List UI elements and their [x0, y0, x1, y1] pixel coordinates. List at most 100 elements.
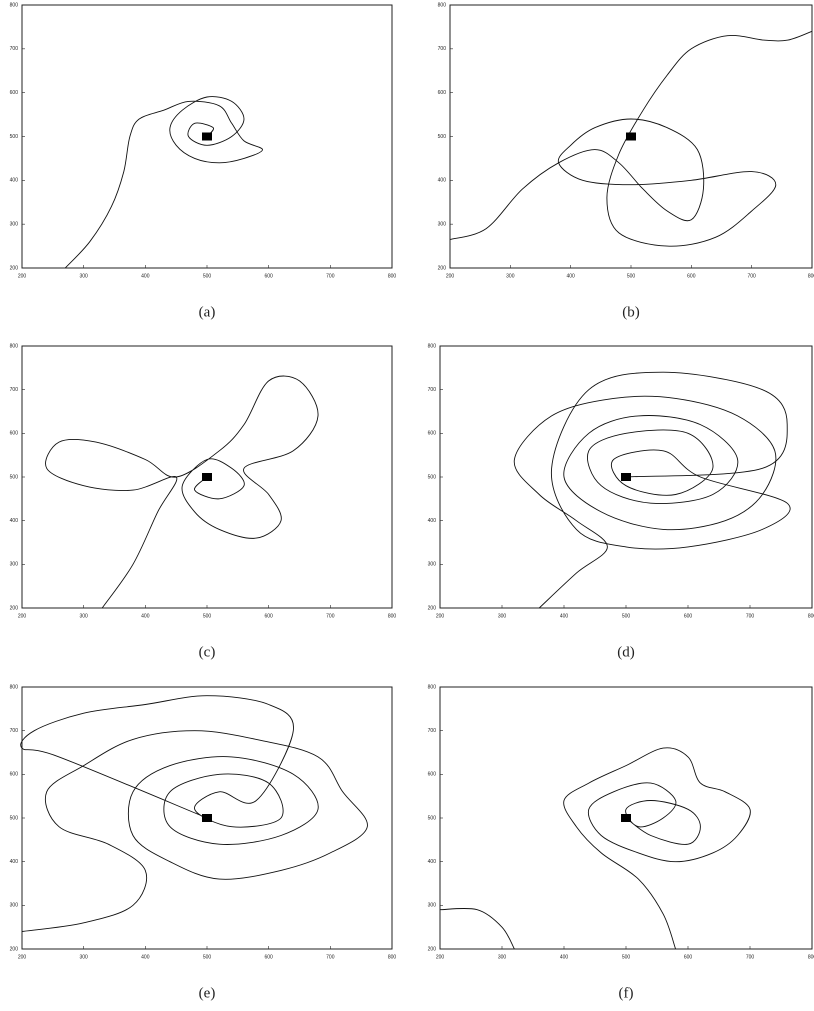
- plot: 200 300 400 500 600 700 800 200 300 400 500 600 700 8…: [438, 2, 814, 320]
- y-tick-label: 500: [428, 474, 437, 480]
- x-tick-label: 700: [326, 613, 335, 619]
- y-tick-label: 600: [10, 90, 19, 96]
- y-tick-label: 700: [10, 728, 19, 734]
- x-tick-label: 300: [498, 954, 507, 960]
- x-tick-label: 600: [264, 954, 273, 960]
- x-tick-label: 300: [79, 954, 88, 960]
- y-tick-label: 300: [438, 221, 447, 227]
- y-tick-label: 600: [428, 772, 437, 778]
- caption: (d): [617, 644, 635, 660]
- trajectory: [64, 96, 263, 269]
- y-tick-label: 500: [10, 474, 19, 480]
- x-tick-label: 500: [203, 273, 212, 279]
- x-tick-label: 800: [808, 273, 814, 279]
- y-tick-label: 300: [428, 903, 437, 909]
- trajectory: [45, 375, 319, 609]
- x-tick-label: 500: [203, 613, 212, 619]
- y-tick-label: 600: [428, 431, 437, 437]
- y-tick-label: 300: [428, 562, 437, 568]
- y-tick-label: 500: [10, 815, 19, 821]
- y-tick-label: 400: [10, 518, 19, 524]
- target-marker: [626, 132, 636, 141]
- plot: 200 300 400 500 600 700 800 200 300 400 500 600 700 8…: [10, 343, 397, 660]
- y-tick-label: 700: [428, 728, 437, 734]
- plot: 200 300 400 500 600 700 800 200 300 400 500 600 700 8…: [10, 684, 397, 1001]
- y-tick-label: 800: [10, 2, 19, 8]
- caption: (c): [199, 644, 216, 660]
- x-tick-label: 500: [627, 273, 636, 279]
- x-tick-label: 400: [141, 954, 150, 960]
- y-tick-label: 400: [428, 859, 437, 865]
- x-tick-label: 200: [436, 613, 445, 619]
- x-tick-label: 600: [687, 273, 696, 279]
- caption: (e): [199, 985, 216, 1001]
- y-tick-label: 500: [428, 815, 437, 821]
- caption: (b): [622, 304, 640, 320]
- y-tick-label: 600: [438, 90, 447, 96]
- y-tick-label: 300: [10, 562, 19, 568]
- target-marker: [621, 814, 631, 822]
- y-tick-label: 800: [428, 684, 437, 690]
- y-tick-label: 200: [10, 946, 19, 952]
- caption: (a): [199, 304, 216, 320]
- y-tick-label: 600: [10, 431, 19, 437]
- plot: 200 300 400 500 600 700 800 200 300 400 500 600 700 8…: [10, 2, 397, 320]
- y-tick-label: 200: [10, 605, 19, 611]
- trajectory: [20, 695, 368, 932]
- y-tick-label: 200: [428, 605, 437, 611]
- y-tick-label: 700: [428, 387, 437, 393]
- x-tick-label: 700: [747, 273, 756, 279]
- x-tick-label: 600: [684, 954, 693, 960]
- x-tick-label: 400: [560, 613, 569, 619]
- y-tick-label: 600: [10, 772, 19, 778]
- target-marker: [202, 814, 212, 822]
- x-tick-label: 800: [388, 273, 397, 279]
- y-tick-label: 700: [10, 46, 19, 52]
- x-tick-label: 600: [264, 273, 273, 279]
- y-tick-label: 300: [10, 221, 19, 227]
- y-tick-label: 500: [438, 134, 447, 140]
- x-tick-label: 200: [18, 613, 27, 619]
- y-tick-label: 800: [428, 343, 437, 349]
- x-tick-label: 700: [746, 613, 755, 619]
- target-marker: [621, 473, 631, 481]
- x-tick-label: 800: [388, 613, 397, 619]
- x-tick-label: 600: [264, 613, 273, 619]
- plot: 200 300 400 500 600 700 800 200 300 400 500 600 700 8…: [428, 343, 814, 660]
- x-tick-label: 200: [18, 954, 27, 960]
- x-tick-label: 800: [808, 613, 814, 619]
- x-tick-label: 200: [436, 954, 445, 960]
- x-tick-label: 300: [506, 273, 515, 279]
- x-tick-label: 500: [622, 613, 631, 619]
- x-tick-label: 400: [141, 273, 150, 279]
- y-tick-label: 400: [438, 178, 447, 184]
- x-tick-label: 200: [18, 273, 27, 279]
- y-tick-label: 200: [438, 265, 447, 271]
- x-tick-label: 300: [79, 273, 88, 279]
- x-tick-label: 400: [141, 613, 150, 619]
- trajectory: [449, 30, 813, 247]
- x-tick-label: 300: [79, 613, 88, 619]
- x-tick-label: 700: [326, 273, 335, 279]
- x-tick-label: 800: [808, 954, 814, 960]
- y-tick-label: 800: [10, 684, 19, 690]
- x-tick-label: 500: [203, 954, 212, 960]
- plot: 200 300 400 500 600 700 800 200 300 400 500 600 700 8…: [428, 684, 814, 1001]
- x-tick-label: 600: [684, 613, 693, 619]
- x-tick-label: 500: [622, 954, 631, 960]
- y-tick-label: 800: [438, 2, 447, 8]
- x-tick-label: 400: [560, 954, 569, 960]
- y-tick-label: 800: [10, 343, 19, 349]
- y-tick-label: 700: [10, 387, 19, 393]
- x-tick-label: 400: [566, 273, 575, 279]
- x-tick-label: 800: [388, 954, 397, 960]
- y-tick-label: 500: [10, 134, 19, 140]
- y-tick-label: 400: [10, 859, 19, 865]
- x-tick-label: 300: [498, 613, 507, 619]
- y-tick-label: 200: [10, 265, 19, 271]
- y-tick-label: 200: [428, 946, 437, 952]
- x-tick-label: 700: [326, 954, 335, 960]
- caption: (f): [619, 985, 634, 1001]
- x-tick-label: 200: [446, 273, 455, 279]
- y-tick-label: 400: [10, 178, 19, 184]
